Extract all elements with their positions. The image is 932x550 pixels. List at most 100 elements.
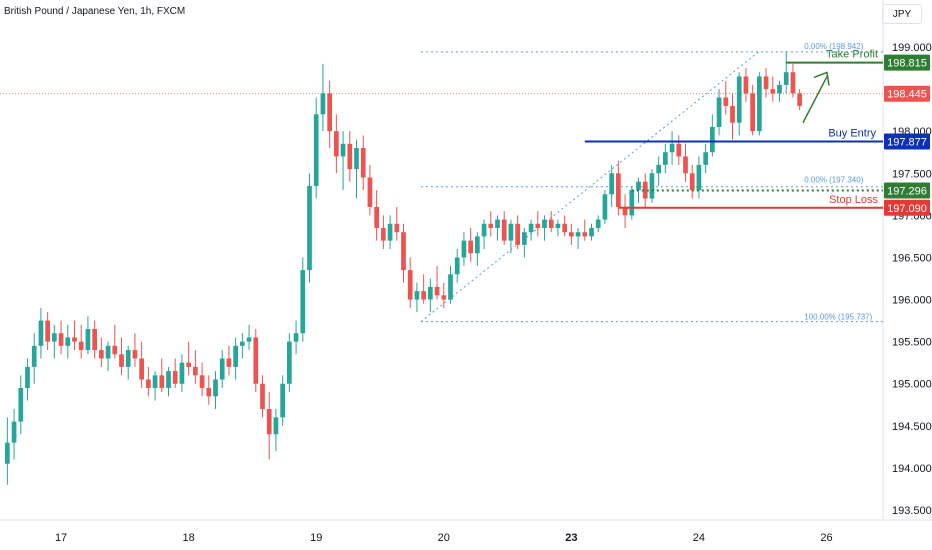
candle-body	[38, 320, 44, 346]
candle-body	[65, 337, 71, 346]
take-profit-text: Take Profit	[826, 49, 878, 61]
candle-body	[595, 219, 601, 228]
last-price-tag	[884, 85, 930, 102]
support-tag	[884, 182, 930, 199]
candle-body	[649, 173, 655, 199]
candle-body	[401, 232, 406, 271]
candle-body	[542, 219, 547, 228]
candle-body	[313, 114, 319, 186]
candle-body	[757, 76, 762, 132]
candle-body	[320, 93, 326, 115]
last-price-tag-label: 198.445	[887, 89, 927, 101]
candle-body	[219, 358, 225, 380]
candle-body	[52, 333, 57, 342]
candle-body	[736, 76, 742, 123]
y-tick-label: 194.500	[892, 421, 932, 433]
candle-body	[45, 320, 50, 342]
candle-body	[448, 274, 453, 300]
candle-body	[280, 383, 285, 418]
candle-body	[226, 358, 232, 367]
candle-body	[622, 206, 628, 216]
candle-body	[468, 240, 473, 254]
candle-body	[750, 93, 755, 132]
x-tick-label: 19	[310, 532, 322, 544]
candle-body	[287, 341, 292, 384]
candle-body	[360, 148, 366, 178]
candle-body	[199, 375, 205, 388]
candle-body	[125, 350, 131, 367]
candle-body	[240, 341, 245, 346]
candle-body	[683, 156, 688, 174]
candle-body	[797, 93, 802, 106]
candle-body	[508, 223, 514, 241]
candle-body	[495, 219, 500, 228]
candle-body	[589, 227, 594, 237]
candle-body	[575, 232, 581, 237]
candle-body	[642, 181, 648, 199]
candle-body	[582, 232, 588, 237]
x-tick-label: 24	[693, 532, 705, 544]
candle-body	[347, 143, 353, 170]
y-tick-label: 194.000	[892, 463, 932, 475]
candle-body	[327, 93, 332, 132]
buy-entry-tag	[884, 133, 930, 150]
candle-body	[273, 417, 279, 435]
candle-body	[206, 387, 212, 397]
candle-body	[11, 421, 17, 443]
candle-body	[179, 362, 185, 384]
candle-body	[710, 126, 715, 153]
candle-body	[555, 223, 561, 228]
y-tick-label: 193.500	[892, 505, 932, 517]
x-tick-label: 18	[183, 532, 195, 544]
candle-body	[723, 97, 729, 106]
candle-body	[354, 148, 359, 170]
candle-body	[528, 223, 534, 233]
candle-body	[696, 164, 702, 191]
buy-entry-text: Buy Entry	[828, 128, 876, 140]
candle-body	[166, 371, 171, 388]
candle-body	[334, 131, 339, 157]
x-tick-label: 20	[438, 532, 450, 544]
candle-body	[562, 223, 567, 233]
candle-body	[25, 366, 30, 388]
candle-body	[790, 72, 796, 94]
y-tick-label: 195.500	[892, 337, 932, 349]
candle-body	[783, 72, 789, 85]
candle-body	[428, 286, 433, 300]
candle-body	[522, 232, 527, 245]
candle-body	[777, 84, 782, 94]
support-tag-label: 197.296	[887, 185, 927, 197]
candle-body	[407, 270, 413, 300]
y-tick-label: 197.500	[892, 168, 932, 180]
fib-level-label: 0.00% (198.942)	[804, 42, 863, 51]
candle-body	[703, 152, 708, 165]
candle-body	[763, 76, 769, 90]
y-tick-label: 195.000	[892, 379, 932, 391]
candle-body	[716, 97, 722, 127]
candle-body	[434, 286, 440, 296]
candle-body	[770, 89, 776, 94]
candle-body	[5, 442, 10, 464]
candle-body	[260, 383, 265, 409]
candle-body	[548, 219, 554, 228]
candle-body	[515, 223, 520, 245]
candle-body	[146, 379, 151, 388]
candle-body	[602, 194, 608, 220]
candle-body	[488, 223, 494, 228]
candle-body	[233, 345, 238, 367]
candle-body	[58, 333, 64, 346]
candle-body	[293, 333, 299, 342]
candle-body	[475, 236, 480, 254]
candle-body	[461, 240, 467, 258]
stop-loss-tag	[884, 199, 930, 216]
candle-body	[394, 223, 400, 233]
trend-arrow-head	[813, 71, 830, 86]
candle-body	[676, 143, 682, 157]
candle-body	[213, 379, 218, 397]
candle-body	[246, 337, 252, 342]
candle-body	[609, 173, 614, 195]
candle-body	[569, 232, 574, 237]
candle-body	[629, 190, 635, 216]
candle-body	[186, 362, 191, 367]
